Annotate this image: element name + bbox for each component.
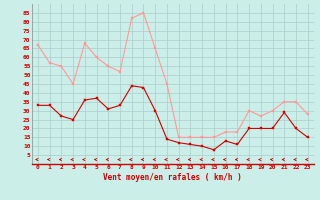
X-axis label: Vent moyen/en rafales ( km/h ): Vent moyen/en rafales ( km/h ) <box>103 173 242 182</box>
